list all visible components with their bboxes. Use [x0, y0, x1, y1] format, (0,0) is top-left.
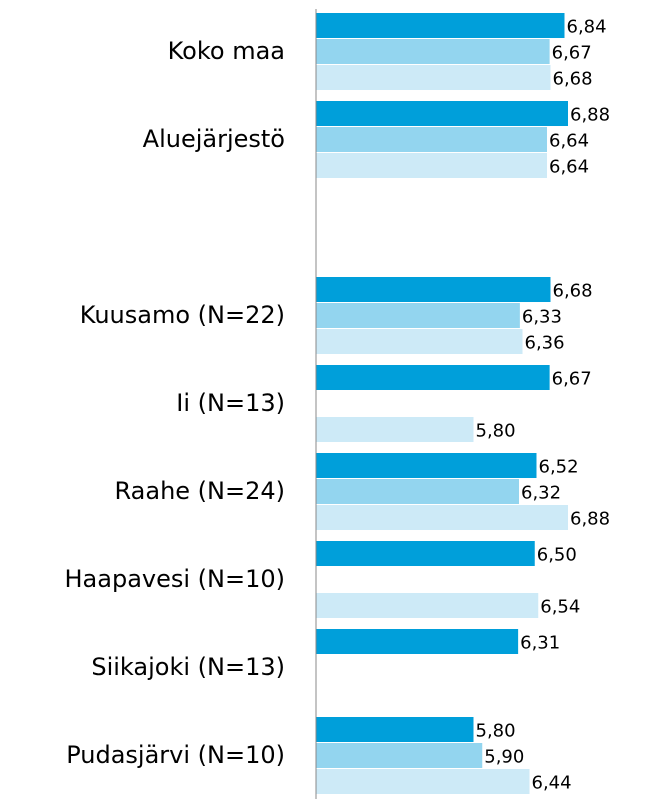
value-label: 6,88 — [570, 509, 610, 530]
value-label: 6,68 — [553, 281, 593, 302]
bar — [316, 743, 483, 768]
bar — [316, 541, 535, 566]
value-label: 6,54 — [540, 597, 580, 618]
value-label: 6,44 — [532, 773, 572, 794]
category-label: Ii (N=13) — [176, 389, 285, 417]
value-label: 6,88 — [570, 105, 610, 126]
bar — [316, 127, 547, 152]
bar — [316, 39, 550, 64]
value-label: 6,52 — [539, 457, 579, 478]
bar — [316, 65, 551, 90]
category-label: Pudasjärvi (N=10) — [66, 741, 285, 769]
value-label: 6,50 — [537, 545, 577, 566]
value-label: 6,64 — [549, 157, 589, 178]
category-label: Raahe (N=24) — [115, 477, 286, 505]
bar — [316, 593, 539, 618]
bar — [316, 505, 568, 530]
bar — [316, 629, 519, 654]
value-label: 5,80 — [476, 421, 516, 442]
bar — [316, 453, 537, 478]
bar — [316, 479, 519, 504]
bar — [316, 717, 474, 742]
value-label: 6,32 — [521, 483, 561, 504]
value-label: 6,84 — [567, 17, 607, 38]
bar — [316, 101, 568, 126]
value-label: 6,67 — [552, 369, 592, 390]
value-label: 6,68 — [553, 69, 593, 90]
category-label: Aluejärjestö — [143, 125, 285, 153]
bar — [316, 13, 565, 38]
value-label: 5,90 — [484, 747, 524, 768]
bar — [316, 303, 520, 328]
category-label: Siikajoki (N=13) — [91, 653, 285, 681]
category-label: Haapavesi (N=10) — [65, 565, 286, 593]
category-label: Koko maa — [168, 37, 285, 65]
bar — [316, 329, 523, 354]
value-label: 6,36 — [525, 333, 565, 354]
bar — [316, 277, 551, 302]
bar — [316, 769, 530, 794]
value-label: 6,67 — [552, 43, 592, 64]
category-label: Kuusamo (N=22) — [80, 301, 285, 329]
bar — [316, 417, 474, 442]
bar — [316, 153, 547, 178]
value-label: 6,64 — [549, 131, 589, 152]
value-label: 5,80 — [476, 721, 516, 742]
value-label: 6,33 — [522, 307, 562, 328]
value-label: 6,31 — [520, 633, 560, 654]
bar — [316, 365, 550, 390]
